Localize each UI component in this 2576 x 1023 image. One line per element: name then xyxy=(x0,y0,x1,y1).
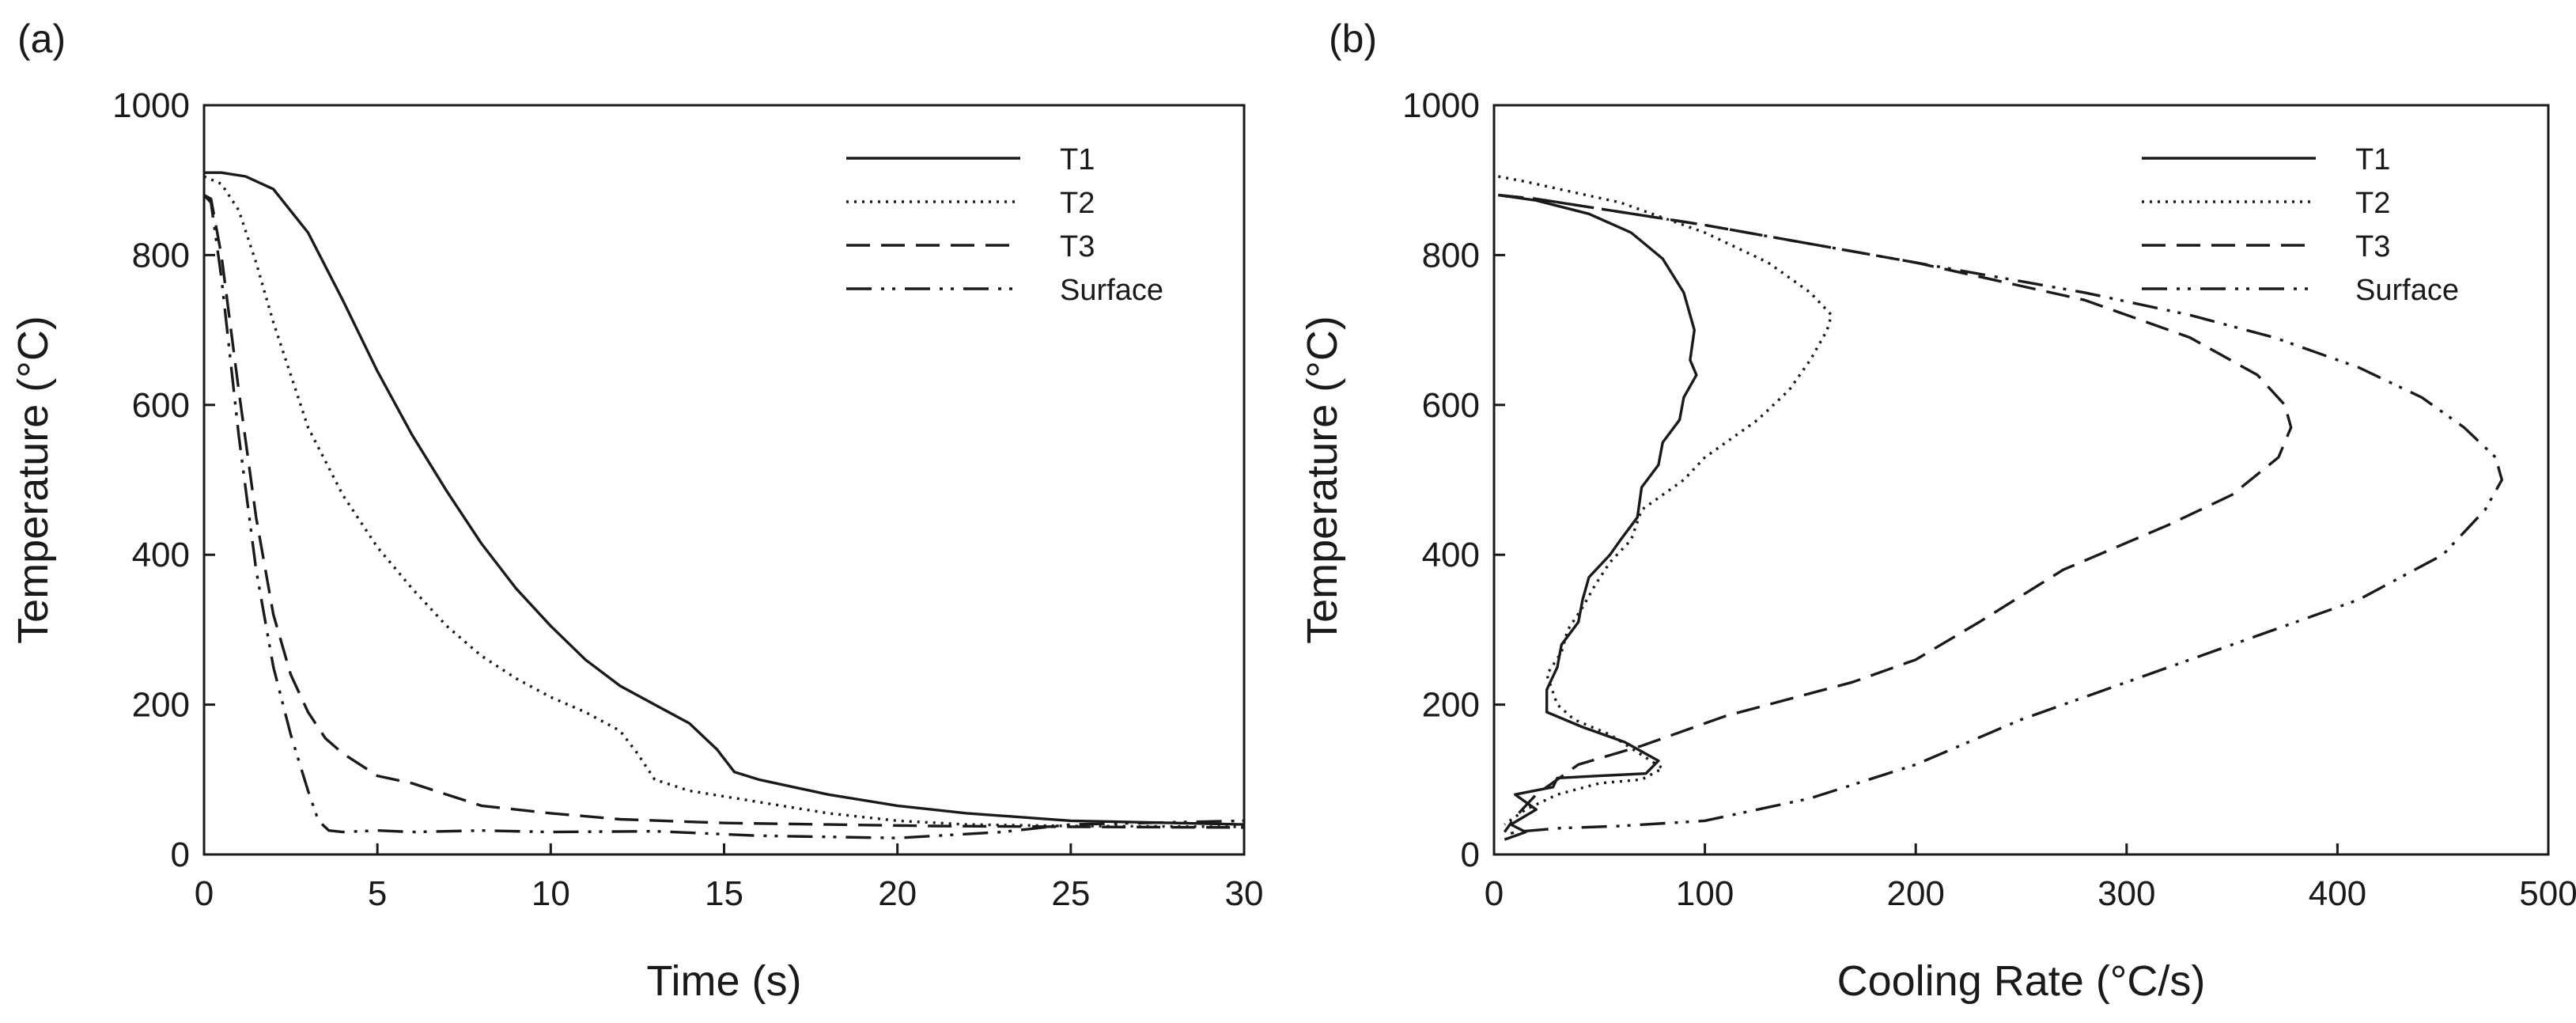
x-tick-label: 100 xyxy=(1676,874,1734,913)
legend-label-t3: T3 xyxy=(2355,230,2390,263)
y-tick-label: 400 xyxy=(1422,536,1480,574)
legend-label-t2: T2 xyxy=(1060,187,1095,220)
plot-frame xyxy=(1492,104,2550,856)
y-axis-title: Temperature (°C) xyxy=(9,316,57,644)
x-tick-label: 5 xyxy=(368,874,387,913)
panel-label: (b) xyxy=(1329,17,1377,61)
x-tick-label: 0 xyxy=(1485,874,1504,913)
y-tick-label: 400 xyxy=(132,536,190,574)
y-tick-label: 200 xyxy=(1422,686,1480,725)
y-tick-label: 1000 xyxy=(112,86,190,125)
y-axis-title: Temperature (°C) xyxy=(1299,316,1346,644)
y-tick-label: 200 xyxy=(132,686,190,725)
x-axis-title: Time (s) xyxy=(647,957,802,1005)
panel-label: (a) xyxy=(17,17,66,61)
chart-panel-a: (a) 0 5 10 15 20 25 30 0 200 400 600 800 1000 Time (s)… xyxy=(9,17,1263,1005)
y-tick-label: 600 xyxy=(1422,386,1480,425)
legend-label-surface: Surface xyxy=(1060,274,1163,307)
x-tick-label: 15 xyxy=(705,874,743,913)
legend-label-surface: Surface xyxy=(2355,274,2459,307)
x-axis-title: Cooling Rate (°C/s) xyxy=(1837,957,2206,1005)
legend-label-t1: T1 xyxy=(1060,143,1095,176)
y-tick-label: 1000 xyxy=(1402,86,1480,125)
legend-label-t3: T3 xyxy=(1060,230,1095,263)
y-tick-label: 800 xyxy=(132,236,190,275)
y-tick-label: 0 xyxy=(1461,835,1480,874)
chart-panel-b: (b) 0 100 200 300 400 500 0 200 400 600 800 1000 Cool… xyxy=(1299,17,2576,1005)
series-line-t2 xyxy=(1497,175,1833,826)
x-tick-label: 25 xyxy=(1051,874,1090,913)
legend: T1 T2 T3 Surface xyxy=(2142,143,2459,307)
series-line-t2 xyxy=(203,175,1245,828)
x-tick-label: 200 xyxy=(1886,874,1944,913)
x-tick-label: 10 xyxy=(531,874,570,913)
legend: T1 T2 T3 Surface xyxy=(846,143,1163,307)
x-tick-label: 400 xyxy=(2309,874,2366,913)
series-line-t3 xyxy=(1498,193,2293,833)
legend-label-t2: T2 xyxy=(2355,187,2390,220)
series-line-t1 xyxy=(204,171,1245,826)
series-line-surface xyxy=(1498,193,2504,837)
series-line-t3 xyxy=(203,194,1245,829)
x-tick-label: 500 xyxy=(2519,874,2576,913)
x-tick-label: 30 xyxy=(1225,874,1264,913)
series-line-t1 xyxy=(1498,193,1698,841)
y-tick-label: 0 xyxy=(171,835,190,874)
y-tick-label: 600 xyxy=(132,386,190,425)
y-tick-label: 800 xyxy=(1422,236,1480,275)
series-line-surface xyxy=(202,194,1245,839)
legend-label-t1: T1 xyxy=(2355,143,2390,176)
x-tick-label: 0 xyxy=(195,874,214,913)
x-tick-label: 20 xyxy=(878,874,917,913)
x-tick-label: 300 xyxy=(2097,874,2155,913)
